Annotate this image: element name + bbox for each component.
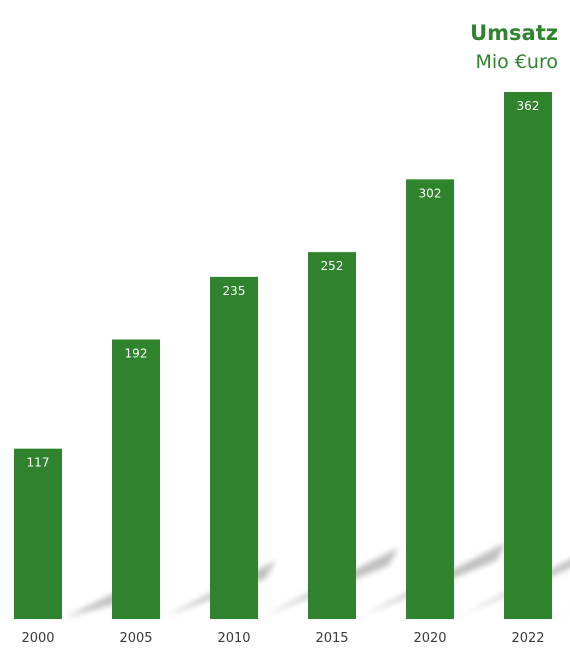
chart-subtitle: Mio €uro: [476, 51, 559, 73]
x-tick-label: 2005: [119, 631, 152, 646]
bar-2020: [406, 179, 454, 619]
bar-2022: [504, 92, 552, 619]
bar-value-label: 362: [517, 99, 540, 113]
chart-title: Umsatz: [470, 21, 558, 45]
bar-2000: [14, 448, 62, 619]
bar-2015: [308, 252, 356, 619]
bar-2005: [112, 339, 160, 619]
x-tick-label: 2022: [511, 631, 544, 646]
bars: [14, 92, 552, 619]
bar-value-label: 117: [27, 456, 50, 470]
x-tick-label: 2010: [217, 631, 250, 646]
x-axis-ticks: 2000 2005 2010 2015 2020 2022: [21, 631, 544, 646]
x-tick-label: 2000: [21, 631, 54, 646]
bar-value-labels: 117 192 235 252 302 362: [27, 99, 540, 470]
bar-2010: [210, 276, 258, 619]
bar-value-label: 192: [125, 346, 148, 360]
x-tick-label: 2015: [315, 631, 348, 646]
bar-value-label: 252: [321, 259, 344, 273]
bar-value-label: 235: [223, 284, 246, 298]
x-tick-label: 2020: [413, 631, 446, 646]
bar-value-label: 302: [419, 186, 442, 200]
